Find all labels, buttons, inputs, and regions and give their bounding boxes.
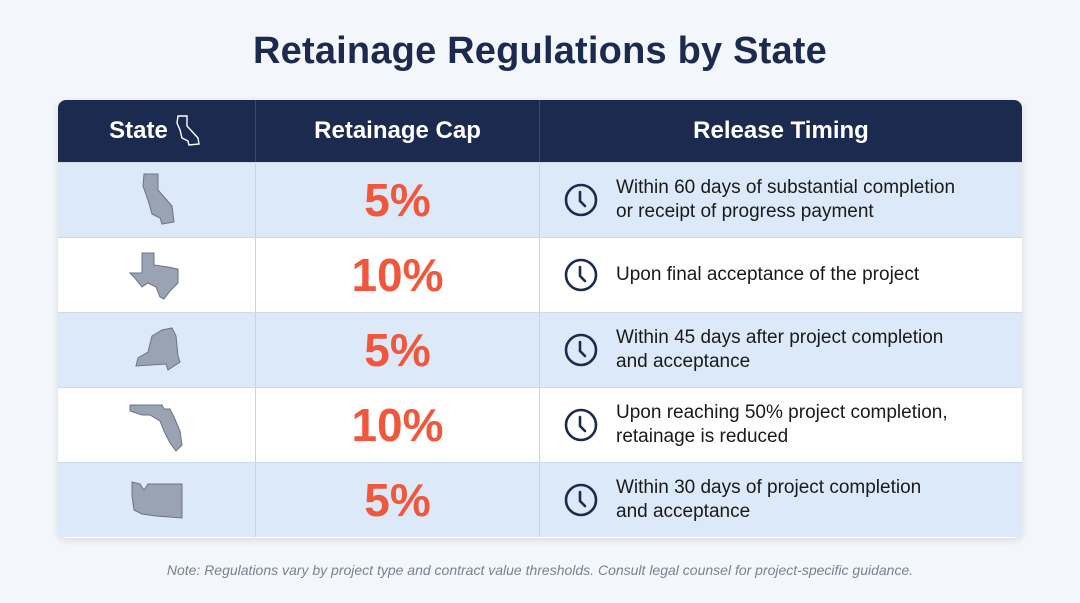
timing-line: Upon final acceptance of the project xyxy=(616,264,920,285)
header-timing: Release Timing xyxy=(693,117,869,144)
timing-line: and acceptance xyxy=(616,351,751,372)
state-cell xyxy=(58,388,256,462)
header-state-label: State xyxy=(109,117,168,144)
retainage-cap-value: 5% xyxy=(364,474,431,526)
cap-cell: 5% xyxy=(256,463,540,537)
retainage-cap-value: 10% xyxy=(351,249,444,301)
new-york-shape xyxy=(134,327,181,371)
cap-cell: 5% xyxy=(256,163,540,237)
timing-cell: Within 45 days after project completion a… xyxy=(540,313,1022,387)
page-title: Retainage Regulations by State xyxy=(252,30,827,72)
clock-icon xyxy=(564,258,598,292)
texas-shape xyxy=(128,252,178,300)
table-header: State Retainage Cap Release Timing xyxy=(58,100,1022,162)
header-cap: Retainage Cap xyxy=(256,100,540,162)
clock-icon xyxy=(564,333,598,367)
retainage-cap-value: 5% xyxy=(364,174,431,226)
timing-line: Within 45 days after project completion xyxy=(616,327,944,348)
state-cell xyxy=(58,238,256,312)
cap-cell: 10% xyxy=(256,388,540,462)
timing-line: or receipt of progress payment xyxy=(616,201,874,222)
header-state: State xyxy=(58,100,256,162)
table-row: 5% Within 30 days of project completion a… xyxy=(58,462,1022,537)
timing-line: retainage is reduced xyxy=(616,426,789,447)
clock-icon xyxy=(564,408,598,442)
table-row: 10% Upon final acceptance of the project xyxy=(58,237,1022,312)
table-row: 5% Within 60 days of substantial complet… xyxy=(58,162,1022,237)
california-shape xyxy=(141,173,175,225)
florida-shape xyxy=(129,404,183,452)
state-cell xyxy=(58,313,256,387)
retainage-cap-value: 10% xyxy=(351,399,444,451)
state-cell xyxy=(58,463,256,537)
retainage-cap-value: 5% xyxy=(364,324,431,376)
cap-cell: 5% xyxy=(256,313,540,387)
california-outline-icon xyxy=(176,115,200,146)
timing-cell: Within 30 days of project completion and … xyxy=(540,463,1022,537)
table-row: 5% Within 45 days after project completi… xyxy=(58,312,1022,387)
timing-cell: Upon final acceptance of the project xyxy=(540,238,1022,312)
table-row: 10% Upon reaching 50% project completion… xyxy=(58,387,1022,462)
timing-line: Within 60 days of substantial completion xyxy=(616,177,956,198)
footnote: Note: Regulations vary by project type a… xyxy=(166,562,914,578)
timing-cell: Upon reaching 50% project completion, ret… xyxy=(540,388,1022,462)
washington-shape xyxy=(131,481,182,519)
timing-cell: Within 60 days of substantial completion… xyxy=(540,163,1022,237)
release-timing-text: Upon final acceptance of the project xyxy=(616,263,919,287)
state-cell xyxy=(58,163,256,237)
clock-icon xyxy=(564,483,598,517)
cap-cell: 10% xyxy=(256,238,540,312)
retainage-table: State Retainage Cap Release Timing 5% Wi… xyxy=(58,100,1022,538)
release-timing-text: Within 30 days of project completion and … xyxy=(616,476,921,524)
timing-line: Upon reaching 50% project completion, xyxy=(616,402,948,423)
clock-icon xyxy=(564,183,598,217)
release-timing-text: Upon reaching 50% project completion, ret… xyxy=(616,401,948,449)
timing-line: and acceptance xyxy=(616,501,751,522)
release-timing-text: Within 60 days of substantial completion… xyxy=(616,176,955,224)
timing-line: Within 30 days of project completion xyxy=(616,477,922,498)
release-timing-text: Within 45 days after project completion a… xyxy=(616,326,943,374)
